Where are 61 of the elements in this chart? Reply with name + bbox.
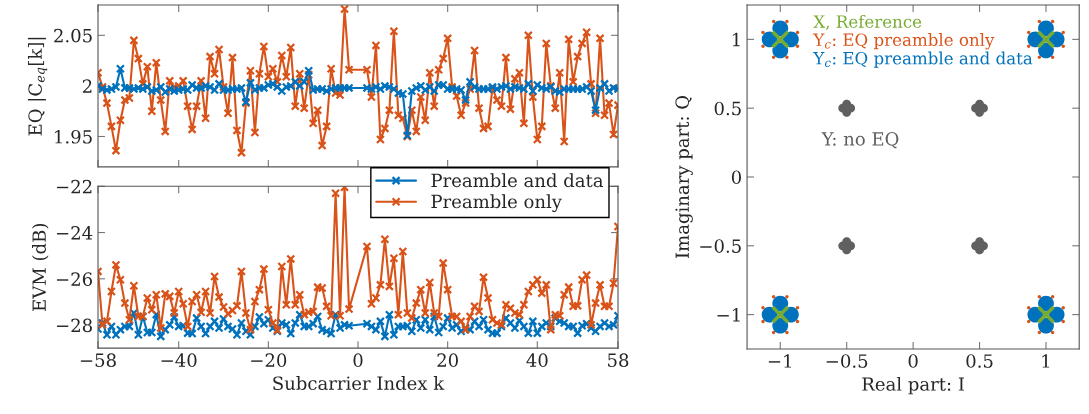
- point: [761, 44, 765, 48]
- y-tick-label: −1: [717, 308, 740, 322]
- point: [795, 306, 800, 310]
- point: [770, 305, 790, 324]
- point: [1050, 19, 1055, 24]
- y-tick-label: 0.5: [714, 101, 741, 116]
- point: [1027, 30, 1031, 35]
- point: [771, 295, 776, 299]
- y-tick-label: 2: [82, 79, 92, 93]
- x-tick-label: −1: [768, 354, 792, 368]
- x-tick-label: 0: [908, 354, 918, 368]
- y-axis-title: EVM (dB): [32, 223, 49, 311]
- legend-label: Preamble and data: [431, 173, 604, 188]
- legend-label: Preamble only: [431, 194, 562, 213]
- x-tick-label: 40: [526, 353, 548, 368]
- y-tick-label: 0: [731, 170, 741, 185]
- point: [785, 295, 789, 299]
- x-axis-title: Subcarrier Index k: [273, 376, 445, 391]
- x-tick-label: −0.5: [826, 354, 868, 368]
- y-tick-label: −24: [56, 226, 93, 240]
- y-tick-label: −0.5: [700, 239, 741, 253]
- x-tick-label: −58: [80, 353, 116, 368]
- point: [795, 44, 800, 48]
- y-axis-title: Imaginary part: Q: [675, 95, 693, 259]
- x-tick-label: 0: [353, 353, 363, 368]
- point: [1036, 30, 1056, 49]
- point: [1061, 30, 1065, 35]
- y-tick-label: 2.05: [54, 28, 92, 43]
- y-tick-label: −28: [56, 318, 92, 333]
- point: [1050, 330, 1055, 335]
- x-tick-label: −20: [251, 353, 287, 368]
- point: [1050, 55, 1055, 59]
- point: [1037, 330, 1042, 335]
- point: [771, 330, 776, 335]
- series-label: Y$_{c}$: EQ preamble only: [813, 33, 995, 50]
- x-tick-label: 20: [437, 353, 458, 368]
- x-tick-label: 0.5: [966, 354, 993, 368]
- point: [785, 55, 789, 59]
- y-axis-title: EQ |C$_{eq}$[k]|: [27, 37, 48, 136]
- series-label: X, Reference: [813, 14, 922, 30]
- series-label: Y$_{c}$: EQ preamble and data: [813, 51, 1033, 68]
- y-tick-label: −22: [56, 179, 92, 194]
- point: [795, 319, 800, 324]
- point: [1027, 319, 1031, 324]
- x-tick-label: −40: [161, 353, 197, 368]
- point: [1036, 305, 1056, 324]
- point: [771, 55, 776, 59]
- point: [770, 30, 790, 49]
- point: [1037, 19, 1042, 24]
- y-tick-label: 1: [732, 32, 740, 47]
- point: [1050, 295, 1055, 299]
- y-tick-label: −26: [56, 272, 93, 286]
- x-tick-label: 1: [1042, 354, 1050, 368]
- x-tick-label: 58: [608, 353, 629, 368]
- point: [795, 30, 800, 35]
- series-label: Y: no EQ: [821, 132, 899, 149]
- y-tick-label: 1.95: [55, 129, 92, 144]
- x-axis-title: Real part: I: [862, 376, 964, 395]
- point: [1037, 295, 1042, 299]
- point: [771, 19, 776, 24]
- point: [1061, 319, 1065, 324]
